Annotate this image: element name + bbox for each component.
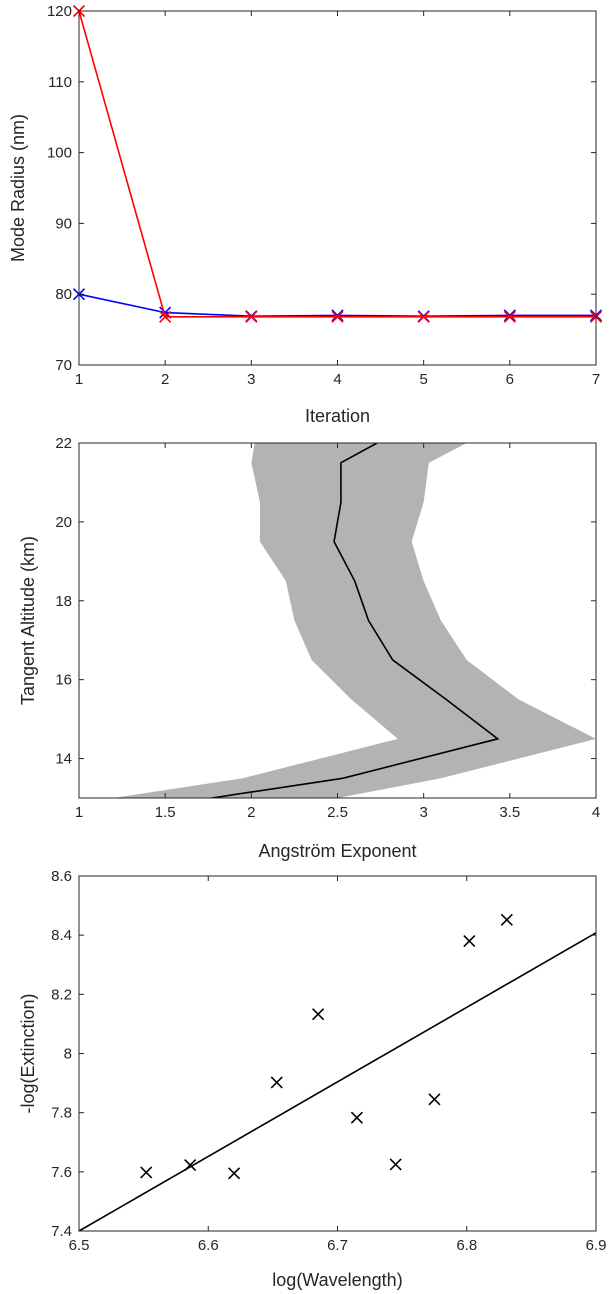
y-tick-label: 18 (55, 593, 72, 610)
y-tick-label: 7.4 (51, 1223, 72, 1240)
x-tick-label: 3 (419, 804, 427, 821)
x-tick-label: 3.5 (499, 804, 520, 821)
x-tick-label: 3 (247, 371, 255, 388)
series-2-point (417, 310, 430, 323)
y-tick-label: 7.6 (51, 1164, 72, 1181)
series-line-2 (78, 10, 596, 318)
scatter-point (228, 1167, 241, 1180)
x-tick-label: 1 (75, 371, 83, 388)
scatter-point (184, 1158, 197, 1172)
x-tick-label: 4 (333, 371, 341, 388)
x-tick-label: 1.5 (155, 804, 176, 821)
y-tick-label: 70 (55, 357, 72, 374)
y-tick-label: 100 (47, 145, 72, 162)
series-1-point (503, 309, 516, 322)
scatter-point (463, 935, 476, 948)
x-tick-label: 6.7 (327, 1237, 348, 1254)
x-tick-label: 2 (161, 371, 169, 388)
fit-line (78, 932, 597, 1232)
axes-1: 1 2 3 4 5 6 7 70 80 90 100 110 120 Iteration Mode Radi… (8, 3, 600, 426)
scatter-point (270, 1076, 283, 1089)
x-tick-label: 6.5 (69, 1237, 90, 1254)
scatter-point (312, 1008, 325, 1021)
x-axis-label: Angström Exponent (258, 841, 416, 861)
y-tick-label: 120 (47, 3, 72, 20)
scatter-point (350, 1111, 363, 1124)
scatter-point (500, 913, 513, 926)
x-tick-label: 1 (75, 804, 83, 821)
x-tick-label: 6.8 (456, 1237, 477, 1254)
y-tick-label: 8.4 (51, 927, 72, 944)
y-tick-label: 14 (55, 751, 72, 768)
series-line-1 (78, 293, 596, 317)
x-tick-label: 7 (592, 371, 600, 388)
x-tick-label: 6 (506, 371, 514, 388)
scatter-point (140, 1166, 153, 1179)
y-axis-label: Tangent Altitude (km) (18, 536, 38, 705)
series-2-point (331, 310, 344, 323)
x-tick-label: 2 (247, 804, 255, 821)
mean-profile-line (211, 443, 500, 798)
x-tick-label: 4 (592, 804, 600, 821)
y-tick-label: 16 (55, 672, 72, 689)
y-tick-label: 110 (48, 74, 72, 91)
x-axis-label: Iteration (305, 406, 370, 426)
y-tick-label: 90 (55, 215, 72, 232)
y-tick-label: 8.2 (51, 986, 72, 1003)
x-tick-label: 6.6 (198, 1237, 219, 1254)
axes-box (78, 10, 597, 366)
x-tick-label: 6.9 (586, 1237, 607, 1254)
plot-area-2 (113, 443, 596, 798)
scatter-point (428, 1093, 441, 1106)
y-axis-label: Mode Radius (nm) (8, 114, 28, 262)
y-axis-label: -log(Extinction) (18, 993, 38, 1113)
series-1-point (331, 309, 344, 322)
uncertainty-band (113, 443, 596, 798)
y-tick-label: 8 (64, 1046, 72, 1063)
plot-area-3 (78, 913, 597, 1232)
axes-box (78, 875, 597, 1232)
axes-2: 1 1.5 2 2.5 3 3.5 4 14 16 18 20 22 Angström Exponent… (18, 435, 600, 861)
series-2-point (503, 310, 516, 323)
series-2-point (245, 310, 258, 323)
series-2-point (159, 310, 172, 323)
y-tick-label: 20 (55, 514, 72, 531)
x-axis-label: log(Wavelength) (272, 1270, 402, 1290)
y-tick-label: 80 (55, 286, 72, 303)
axes-box (78, 442, 597, 799)
y-tick-label: 7.8 (51, 1105, 72, 1122)
y-tick-label: 22 (55, 435, 72, 452)
axes-3: 6.5 6.6 6.7 6.8 6.9 7.4 7.6 7.8 8 8.2 8.4 8.6 log(Wa… (18, 868, 606, 1290)
x-tick-label: 5 (419, 371, 427, 388)
x-tick-label: 2.5 (327, 804, 348, 821)
y-tick-label: 8.6 (51, 868, 72, 885)
plot-area-1 (72, 4, 603, 323)
scatter-point (389, 1158, 402, 1171)
